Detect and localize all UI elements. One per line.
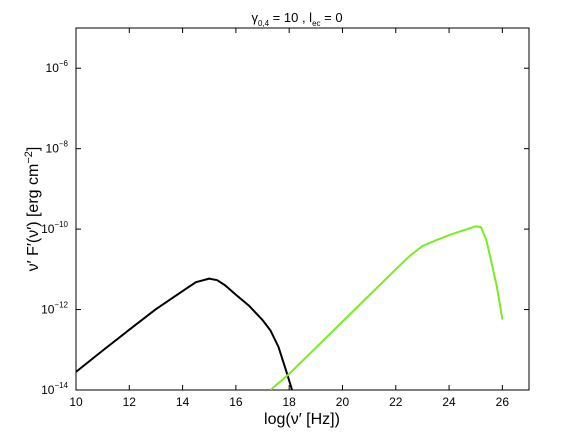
x-tick-label: 22 (389, 395, 403, 409)
series-line-1 (269, 225, 504, 390)
title-l-sub: ec (312, 19, 320, 28)
chart-title: γ0,4 = 10 , lec = 0 (251, 10, 342, 28)
title-mid: = 10 , l (269, 10, 312, 25)
y-tick-label: 10−6 (46, 59, 69, 75)
x-axis-label: log(ν′ [Hz]) (264, 411, 340, 428)
x-tick-label: 16 (229, 395, 243, 409)
x-tick-label: 14 (176, 395, 190, 409)
y-tick-label: 10−8 (46, 140, 69, 156)
y-tick-label: 10−14 (41, 381, 68, 397)
title-gamma-sub: 0,4 (258, 19, 270, 28)
x-tick-label: 12 (123, 395, 137, 409)
x-tick-label: 20 (336, 395, 350, 409)
y-ticks: 10−14 10−12 10−10 10−8 10−6 (41, 59, 529, 397)
y-label-end: ] (25, 147, 42, 151)
x-tick-label: 24 (442, 395, 456, 409)
plot-area (75, 27, 530, 391)
x-tick-label: 10 (69, 395, 83, 409)
x-tick-label: 18 (282, 395, 296, 409)
series-line-0 (76, 277, 293, 390)
x-tick-label: 26 (496, 395, 510, 409)
y-label-main: ν′ F′(ν′) [erg cm (25, 164, 42, 272)
title-gamma: γ (251, 10, 258, 25)
y-axis-label: ν′ F′(ν′) [erg cm−2] (23, 147, 42, 272)
title-end: = 0 (321, 10, 343, 25)
x-ticks: 10 12 14 16 18 20 22 24 26 (69, 28, 509, 409)
series-layer (76, 225, 504, 390)
y-label-sup: −2 (23, 151, 35, 164)
y-tick-label: 10−10 (41, 220, 68, 236)
y-tick-label: 10−12 (41, 301, 68, 317)
